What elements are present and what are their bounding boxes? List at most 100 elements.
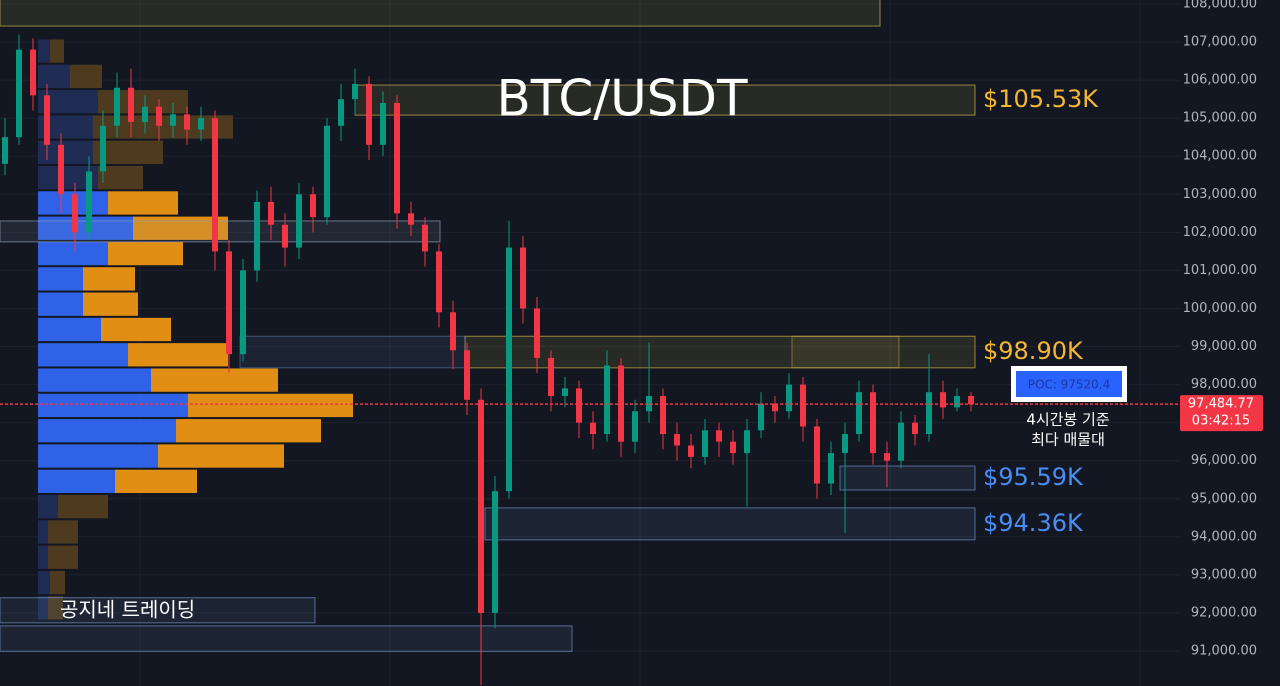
chart-title: BTC/USDT <box>496 70 748 128</box>
candle-body <box>688 445 694 457</box>
zone <box>239 335 466 369</box>
profile-sell <box>50 39 64 63</box>
profile-buy <box>38 267 83 291</box>
profile-buy <box>38 444 158 468</box>
candle-body <box>282 224 288 248</box>
zone <box>0 0 881 27</box>
candle-body <box>674 434 680 446</box>
candle-body <box>324 125 330 218</box>
candle-body <box>478 399 484 613</box>
zone <box>354 84 976 116</box>
candle-body <box>72 194 78 233</box>
candle-body <box>954 395 960 408</box>
candle-body <box>758 403 764 431</box>
candle-body <box>436 251 442 313</box>
profile-buy <box>38 140 93 164</box>
y-tick-label: 93,000.00 <box>1191 567 1257 582</box>
candle-body <box>114 87 120 126</box>
profile-sell <box>48 596 63 620</box>
candle-body <box>408 213 414 225</box>
y-tick-label: 104,000.00 <box>1183 149 1257 164</box>
candle-body <box>394 102 400 214</box>
candle-body <box>30 49 36 96</box>
candle-body <box>814 426 820 484</box>
y-tick-label: 105,000.00 <box>1183 111 1257 126</box>
profile-buy <box>38 292 83 316</box>
zone <box>839 465 976 491</box>
candle-body <box>366 83 372 145</box>
candle-body <box>170 114 176 126</box>
candle-body <box>548 357 554 396</box>
y-tick-label: 103,000.00 <box>1183 187 1257 202</box>
candle-body <box>44 95 50 145</box>
zone <box>791 335 900 369</box>
zone <box>484 507 976 541</box>
profile-sell <box>83 267 135 291</box>
candle-body <box>590 422 596 435</box>
profile-sell <box>70 64 102 89</box>
profile-sell <box>93 140 163 164</box>
candle-body <box>240 270 246 355</box>
profile-buy <box>38 469 115 493</box>
profile-sell <box>48 545 78 569</box>
candle-body <box>940 392 946 408</box>
candle-body <box>772 403 778 412</box>
last-price-label: 97,484.77 <box>1188 397 1254 412</box>
zone <box>0 625 573 652</box>
profile-buy <box>38 545 48 569</box>
profile-buy <box>38 596 48 620</box>
profile-sell <box>98 165 143 190</box>
candle-body <box>506 247 512 492</box>
zone-label: $94.36K <box>983 509 1084 537</box>
candle-body <box>716 430 722 442</box>
candle-body <box>268 201 274 225</box>
profile-sell <box>101 317 171 342</box>
zone-label: $98.90K <box>983 337 1084 365</box>
candle-body <box>338 99 344 126</box>
candle-body <box>310 194 316 218</box>
candle-body <box>254 201 260 271</box>
candle-body <box>730 441 736 454</box>
candle-body <box>828 453 834 484</box>
watermark: 공지네 트레이딩 <box>60 598 195 622</box>
candle-body <box>800 384 806 427</box>
candle-body <box>2 137 8 164</box>
candle-body <box>464 350 470 400</box>
annotation: 최다 매물대 <box>1031 431 1105 449</box>
y-tick-label: 101,000.00 <box>1183 263 1257 278</box>
profile-sell <box>58 494 108 519</box>
candle-body <box>576 388 582 423</box>
profile-buy <box>38 419 176 443</box>
profile-sell <box>158 444 284 468</box>
candle-body <box>142 106 148 122</box>
profile-sell <box>108 191 178 215</box>
poc-box <box>1016 371 1122 397</box>
candle-body <box>520 247 526 309</box>
candle-body <box>86 171 92 233</box>
annotation: 4시간봉 기준 <box>1026 411 1110 429</box>
profile-buy <box>38 90 98 114</box>
profile-sell <box>83 292 138 316</box>
profile-buy <box>38 165 98 190</box>
y-tick-label: 96,000.00 <box>1191 453 1257 468</box>
candle-body <box>660 395 666 435</box>
poc-label: POC: 97520.4 <box>1028 378 1111 392</box>
y-tick-label: 95,000.00 <box>1191 491 1257 506</box>
profile-sell <box>188 393 353 418</box>
candle-body <box>744 430 750 454</box>
profile-buy <box>38 343 128 367</box>
candle-body <box>646 395 652 412</box>
countdown: 03:42:15 <box>1192 414 1250 429</box>
candle-body <box>870 392 876 454</box>
candle-body <box>898 422 904 461</box>
candle-body <box>856 392 862 435</box>
y-tick-label: 98,000.00 <box>1191 377 1257 392</box>
y-tick-label: 102,000.00 <box>1183 225 1257 240</box>
profile-buy <box>38 39 50 63</box>
candle-body <box>492 491 498 613</box>
profile-buy <box>38 317 101 342</box>
profile-buy <box>38 115 93 139</box>
profile-sell <box>98 90 188 114</box>
profile-sell <box>176 419 321 443</box>
candle-body <box>128 87 134 122</box>
